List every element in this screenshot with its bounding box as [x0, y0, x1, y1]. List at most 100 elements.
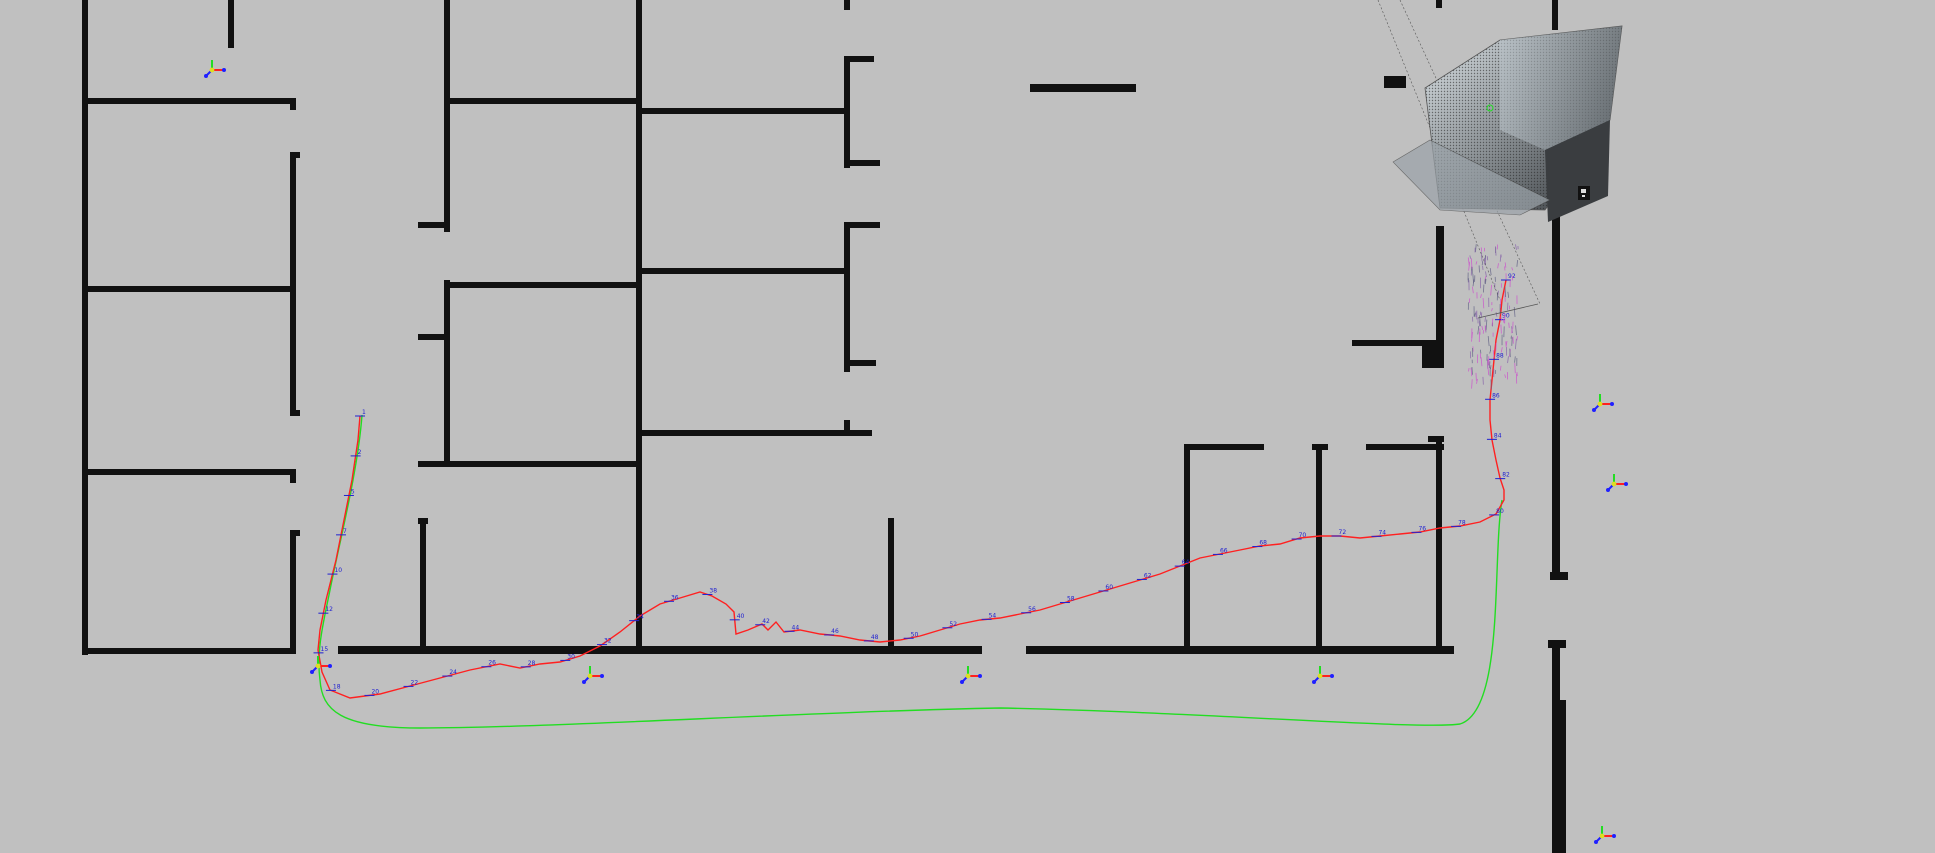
pose-marker: 22 [403, 679, 419, 687]
pose-marker: 54 [981, 612, 997, 620]
pose-marker: 1 [355, 409, 366, 417]
coordinate-frame-icon[interactable] [310, 656, 332, 674]
pose-marker: 78 [1451, 519, 1466, 527]
sensor-box-icon [1392, 25, 1623, 222]
pose-label: 58 [1067, 596, 1075, 603]
pose-label: 80 [1496, 508, 1504, 515]
pose-label: 86 [1492, 392, 1500, 399]
pose-marker: 7 [336, 528, 347, 536]
pose-marker: 34 [629, 614, 644, 622]
pose-marker: 56 [1021, 606, 1036, 614]
pose-marker: 44 [784, 624, 800, 632]
pose-label: 40 [737, 613, 745, 620]
pose-marker: 92 [1501, 273, 1516, 281]
pose-marker: 84 [1486, 432, 1502, 440]
pose-label: 32 [604, 638, 612, 645]
pose-marker: 88 [1489, 352, 1504, 360]
pose-label: 18 [333, 683, 341, 690]
pose-marker: 24 [442, 669, 457, 677]
pose-marker: 5 [343, 488, 355, 496]
pose-marker: 48 [863, 634, 879, 642]
pose-marker: 70 [1291, 532, 1307, 540]
pose-marker: 15 [313, 646, 329, 654]
pose-marker: 68 [1252, 540, 1267, 548]
pose-label: 70 [1299, 532, 1307, 539]
coordinate-frame-icon[interactable] [1606, 474, 1628, 492]
pose-marker: 38 [702, 587, 717, 595]
pose-label: 15 [321, 646, 329, 653]
pose-label: 72 [1339, 529, 1347, 536]
pose-label: 24 [449, 669, 457, 676]
pose-marker: 80 [1489, 508, 1504, 516]
pose-label: 52 [949, 621, 957, 628]
coordinate-frame-icon[interactable] [1594, 826, 1616, 844]
pose-label: 12 [325, 606, 333, 613]
pose-label: 7 [343, 528, 347, 535]
pose-label: 34 [636, 614, 644, 621]
pose-marker: 46 [824, 628, 839, 636]
pose-marker: 60 [1098, 584, 1113, 592]
pose-label: 46 [831, 628, 839, 635]
pose-marker: 40 [729, 613, 745, 621]
pose-marker: 58 [1059, 596, 1075, 604]
pose-label: 26 [488, 660, 496, 667]
pose-label: 60 [1105, 584, 1113, 591]
pose-label: 56 [1028, 606, 1036, 613]
pose-label: 50 [911, 631, 919, 638]
pose-label: 36 [671, 594, 679, 601]
pose-marker: 52 [942, 621, 957, 629]
pose-label: 54 [989, 612, 997, 619]
map-walls [82, 0, 1568, 853]
pose-marker: 26 [481, 660, 496, 668]
pose-label: 30 [567, 653, 575, 660]
pose-label: 76 [1418, 525, 1426, 532]
pose-label: 2 [358, 449, 362, 456]
pose-label: 44 [792, 624, 800, 631]
pose-label: 28 [528, 660, 536, 667]
pose-label: 82 [1502, 472, 1510, 479]
pose-marker: 82 [1495, 472, 1510, 480]
pose-label: 62 [1144, 572, 1152, 579]
pose-label: 38 [709, 587, 717, 594]
pose-label: 42 [762, 618, 770, 625]
pose-label: 74 [1378, 529, 1386, 536]
point-cloud-icon [1467, 244, 1539, 390]
coordinate-frame-icon[interactable] [1592, 394, 1614, 412]
pose-label: 88 [1496, 352, 1504, 359]
pose-marker: 66 [1212, 547, 1228, 555]
pose-marker: 74 [1371, 529, 1386, 537]
pose-label: 68 [1259, 540, 1267, 547]
pose-marker: 62 [1136, 572, 1152, 580]
coordinate-frame-icon[interactable] [1312, 666, 1334, 684]
pose-label: 92 [1508, 273, 1516, 280]
pose-label: 48 [871, 634, 879, 641]
pose-marker: 10 [327, 567, 342, 575]
coordinate-frame-icon[interactable] [960, 666, 982, 684]
estimated-path [317, 279, 1507, 699]
coordinate-frame-icon[interactable] [204, 60, 226, 78]
ground-truth-path [318, 414, 1503, 729]
pose-marker: 36 [663, 594, 679, 602]
pose-marker: 30 [560, 653, 575, 661]
pose-label: 20 [371, 688, 379, 695]
pose-marker: 12 [318, 606, 333, 614]
pose-marker: 2 [350, 449, 362, 457]
pose-marker: 76 [1411, 525, 1426, 533]
coordinate-frames [204, 60, 1628, 844]
pose-marker: 28 [520, 660, 536, 668]
pose-label: 64 [1182, 559, 1190, 566]
pose-label: 84 [1494, 432, 1502, 439]
pose-marker: 20 [364, 688, 379, 696]
pose-marker: 50 [903, 631, 919, 639]
pose-label: 78 [1458, 519, 1466, 526]
coordinate-frame-icon[interactable] [582, 666, 604, 684]
pose-label: 22 [411, 679, 419, 686]
pose-marker: 64 [1174, 559, 1190, 567]
pose-label: 90 [1502, 313, 1510, 320]
pose-marker: 72 [1331, 529, 1347, 537]
pose-marker: 32 [596, 638, 612, 646]
pose-label: 10 [334, 567, 342, 574]
